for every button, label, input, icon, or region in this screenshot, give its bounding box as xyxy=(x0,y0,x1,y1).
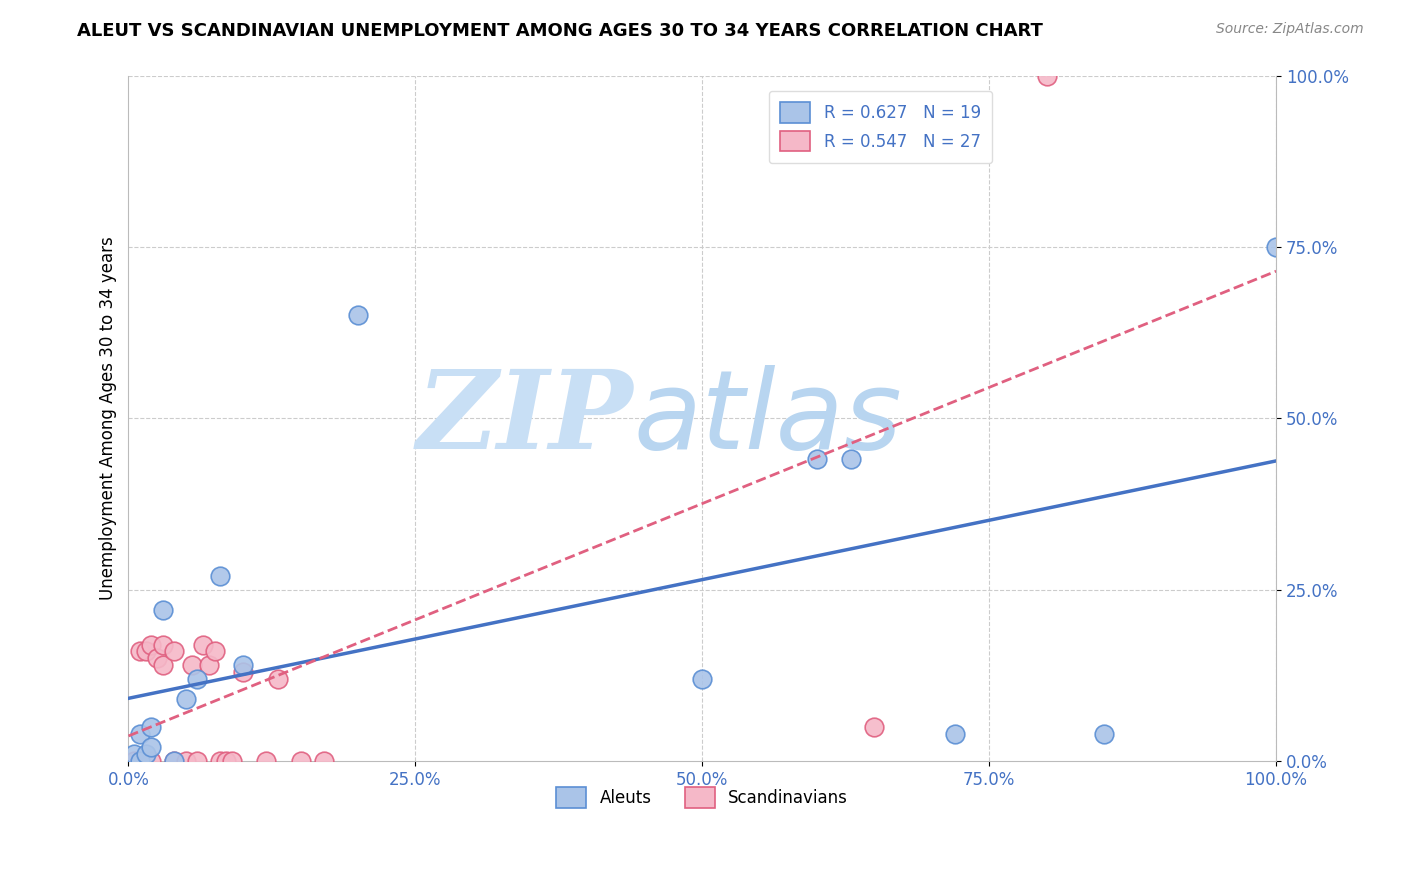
Point xyxy=(1092,726,1115,740)
Point xyxy=(1265,240,1288,254)
Point xyxy=(209,754,232,768)
Point xyxy=(180,658,202,673)
Point xyxy=(863,720,886,734)
Point xyxy=(141,638,163,652)
Point xyxy=(215,754,238,768)
Text: Source: ZipAtlas.com: Source: ZipAtlas.com xyxy=(1216,22,1364,37)
Point xyxy=(186,672,208,686)
Point xyxy=(232,665,254,679)
Point xyxy=(129,726,152,740)
Point xyxy=(204,644,226,658)
Point xyxy=(174,692,197,706)
Point xyxy=(186,754,208,768)
Text: atlas: atlas xyxy=(634,365,903,472)
Y-axis label: Unemployment Among Ages 30 to 34 years: Unemployment Among Ages 30 to 34 years xyxy=(100,236,117,600)
Point xyxy=(174,754,197,768)
Legend: Aleuts, Scandinavians: Aleuts, Scandinavians xyxy=(550,780,855,814)
Point xyxy=(254,754,277,768)
Text: ZIP: ZIP xyxy=(416,365,634,472)
Point xyxy=(312,754,335,768)
Point xyxy=(221,754,243,768)
Text: ALEUT VS SCANDINAVIAN UNEMPLOYMENT AMONG AGES 30 TO 34 YEARS CORRELATION CHART: ALEUT VS SCANDINAVIAN UNEMPLOYMENT AMONG… xyxy=(77,22,1043,40)
Point xyxy=(141,754,163,768)
Point xyxy=(135,747,157,762)
Point xyxy=(135,644,157,658)
Point xyxy=(806,452,828,467)
Point xyxy=(152,638,174,652)
Point xyxy=(129,754,152,768)
Point xyxy=(943,726,966,740)
Point xyxy=(1035,69,1057,83)
Point xyxy=(347,309,370,323)
Point xyxy=(141,740,163,755)
Point xyxy=(152,658,174,673)
Point xyxy=(129,754,152,768)
Point xyxy=(290,754,312,768)
Point xyxy=(690,672,713,686)
Point xyxy=(198,658,221,673)
Point xyxy=(841,452,863,467)
Point xyxy=(141,720,163,734)
Point xyxy=(163,754,186,768)
Point xyxy=(163,754,186,768)
Point xyxy=(152,603,174,617)
Point xyxy=(209,569,232,583)
Point xyxy=(129,644,152,658)
Point xyxy=(146,651,169,665)
Point xyxy=(191,638,214,652)
Point xyxy=(122,754,145,768)
Point xyxy=(163,644,186,658)
Point xyxy=(232,658,254,673)
Point xyxy=(122,747,145,762)
Point xyxy=(266,672,288,686)
